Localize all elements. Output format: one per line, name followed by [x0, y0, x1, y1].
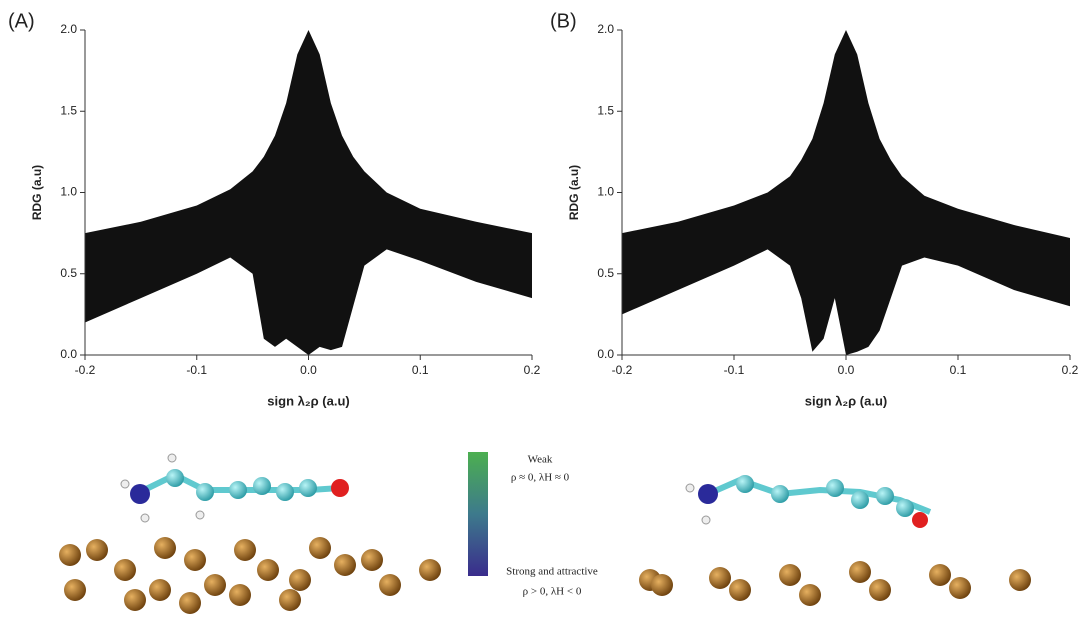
colorbar-bottom-sub: ρ > 0, λH < 0 [523, 586, 582, 598]
x-axis-label: sign λ₂ρ (a.u) [805, 393, 887, 408]
gold-atom [234, 539, 256, 561]
gold-atom [779, 564, 801, 586]
y-tick-label: 0.5 [60, 266, 77, 280]
gold-atom [729, 579, 751, 601]
gold-atom [949, 577, 971, 599]
x-tick-label: -0.1 [186, 363, 207, 377]
molecule-b [685, 475, 932, 528]
gold-atom [1009, 569, 1031, 591]
x-tick-label: 0.1 [412, 363, 429, 377]
y-tick-label: 1.0 [597, 185, 614, 199]
gold-atom [869, 579, 891, 601]
gold-atom [64, 579, 86, 601]
gold-atom [379, 574, 401, 596]
colorbar-top-label: Weak [528, 454, 553, 466]
panel-label: (A) [8, 10, 35, 32]
panel-label: (B) [550, 10, 577, 32]
x-tick-label: 0.2 [1062, 363, 1079, 377]
x-tick-label: 0.2 [524, 363, 541, 377]
y-tick-label: 0.0 [60, 347, 77, 361]
gold-atom [229, 584, 251, 606]
gold-atom [334, 554, 356, 576]
rdg-scatter-band [85, 30, 532, 355]
gold-atom [124, 589, 146, 611]
gold-atom [289, 569, 311, 591]
molecule-a [120, 453, 349, 523]
gold-atom [114, 559, 136, 581]
y-tick-label: 1.5 [597, 103, 614, 117]
colorbar-top-sub: ρ ≈ 0, λH ≈ 0 [511, 472, 570, 484]
x-tick-label: -0.2 [612, 363, 633, 377]
colorbar [468, 452, 488, 576]
x-tick-label: 0.1 [950, 363, 967, 377]
gold-surface [59, 537, 1031, 614]
x-axis-label: sign λ₂ρ (a.u) [267, 393, 349, 408]
gold-atom [204, 574, 226, 596]
gold-atom [184, 549, 206, 571]
x-tick-label: -0.2 [75, 363, 96, 377]
gold-atom [59, 544, 81, 566]
x-tick-label: -0.1 [724, 363, 745, 377]
gold-atom [849, 561, 871, 583]
gold-atom [309, 537, 331, 559]
y-tick-label: 0.0 [597, 347, 614, 361]
colorbar-bottom-label: Strong and attractive [506, 566, 598, 578]
gold-atom [154, 537, 176, 559]
gold-atom [799, 584, 821, 606]
y-tick-label: 1.5 [60, 103, 77, 117]
x-tick-label: 0.0 [838, 363, 855, 377]
y-tick-label: 2.0 [597, 22, 614, 36]
y-tick-label: 1.0 [60, 185, 77, 199]
gold-atom [149, 579, 171, 601]
y-axis-label: RDG (a.u) [567, 165, 581, 220]
gold-atom [279, 589, 301, 611]
y-tick-label: 2.0 [60, 22, 77, 36]
rdg-scatter-band [622, 30, 1070, 355]
gold-atom [86, 539, 108, 561]
y-axis-label: RDG (a.u) [30, 165, 44, 220]
gold-atom [929, 564, 951, 586]
gold-atom [419, 559, 441, 581]
x-tick-label: 0.0 [300, 363, 317, 377]
gold-atom [651, 574, 673, 596]
gold-atom [709, 567, 731, 589]
gold-atom [257, 559, 279, 581]
y-tick-label: 0.5 [597, 266, 614, 280]
gold-atom [361, 549, 383, 571]
gold-atom [179, 592, 201, 614]
